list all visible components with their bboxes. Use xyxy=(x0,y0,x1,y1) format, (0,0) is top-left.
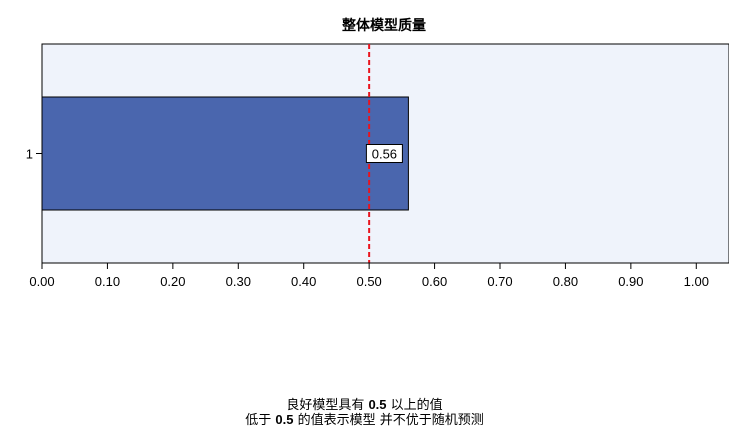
x-tick-label: 0.50 xyxy=(356,274,381,289)
x-tick-label: 0.10 xyxy=(95,274,120,289)
bar xyxy=(41,96,409,211)
chart-title: 整体模型质量 xyxy=(341,17,426,34)
footnote-line-1: 良好模型具有 0.5 以上的值 xyxy=(0,397,729,414)
x-tick-label: 0.60 xyxy=(422,274,447,289)
footnote-line-2-pre: 低于 xyxy=(245,413,276,428)
y-tick-label: 1 xyxy=(26,147,33,162)
x-tick-label: 0.80 xyxy=(553,274,578,289)
footnote-line-2-post: 的值表示模型 并不优于随机预测 xyxy=(293,413,484,428)
x-tick-label: 0.00 xyxy=(29,274,54,289)
x-tick-label: 0.40 xyxy=(291,274,316,289)
footnote-line-2-value: 0.5 xyxy=(275,412,294,427)
footnote-line-2: 低于 0.5 的值表示模型 并不优于随机预测 xyxy=(0,412,729,429)
x-tick-label: 0.90 xyxy=(618,274,643,289)
data-label-box xyxy=(365,144,403,163)
x-tick-label: 0.20 xyxy=(160,274,185,289)
footnote-line-1-post: 以上的值 xyxy=(386,398,443,413)
x-tick-label: 0.30 xyxy=(226,274,251,289)
data-label: 0.56 xyxy=(372,147,397,162)
x-tick-label: 0.70 xyxy=(487,274,512,289)
x-tick-label: 1.00 xyxy=(684,274,709,289)
footnote-line-1-pre: 良好模型具有 xyxy=(286,398,369,413)
footnote-line-1-value: 0.5 xyxy=(368,397,387,412)
